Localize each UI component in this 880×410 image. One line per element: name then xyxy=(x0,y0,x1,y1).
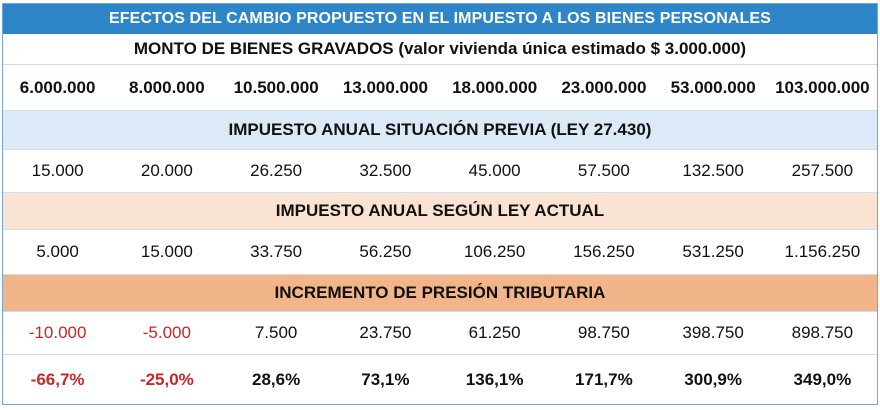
previo-cell: 20.000 xyxy=(140,161,193,180)
monto-cell: 18.000.000 xyxy=(452,77,538,97)
percent-cell: -25,0% xyxy=(139,369,194,389)
incremento-cell: -5.000 xyxy=(142,323,191,342)
actual-cell: 56.250 xyxy=(359,242,412,261)
previo-cell: 132.500 xyxy=(682,161,744,180)
percent-cell: 349,0% xyxy=(793,369,852,389)
percent-cell: 136,1% xyxy=(465,369,524,389)
previo-row: 15.000 20.000 26.250 32.500 45.000 57.50… xyxy=(3,150,877,193)
incremento-cell: 398.750 xyxy=(682,323,744,342)
monto-row: 6.000.000 8.000.000 10.500.000 13.000.00… xyxy=(3,65,877,111)
monto-cell: 53.000.000 xyxy=(670,77,756,97)
table-title: EFECTOS DEL CAMBIO PROPUESTO EN EL IMPUE… xyxy=(3,4,877,34)
monto-cell: 8.000.000 xyxy=(129,77,205,97)
actual-cell: 156.250 xyxy=(573,242,635,261)
percent-cell: -66,7% xyxy=(30,369,85,389)
previo-heading: IMPUESTO ANUAL SITUACIÓN PREVIA (LEY 27.… xyxy=(3,111,877,150)
monto-heading: MONTO DE BIENES GRAVADOS (valor vivienda… xyxy=(3,34,877,65)
actual-heading: IMPUESTO ANUAL SEGÚN LEY ACTUAL xyxy=(3,193,877,230)
previo-cell: 15.000 xyxy=(31,161,84,180)
incremento-cell: 98.750 xyxy=(577,323,630,342)
actual-row: 5.000 15.000 33.750 56.250 106.250 156.2… xyxy=(3,230,877,275)
incremento-cell: 898.750 xyxy=(791,323,854,342)
previo-cell: 26.250 xyxy=(250,161,303,180)
actual-cell: 1.156.250 xyxy=(784,242,861,261)
actual-cell: 15.000 xyxy=(140,242,193,261)
incremento-cell: 23.750 xyxy=(359,323,412,342)
actual-cell: 5.000 xyxy=(36,242,79,261)
incremento-row: -10.000 -5.000 7.500 23.750 61.250 98.75… xyxy=(3,312,877,355)
actual-cell: 531.250 xyxy=(682,242,744,261)
incremento-cell: 61.250 xyxy=(468,323,521,342)
incremento-cell: 7.500 xyxy=(254,323,298,342)
tax-effects-table: EFECTOS DEL CAMBIO PROPUESTO EN EL IMPUE… xyxy=(2,3,878,405)
previo-cell: 32.500 xyxy=(359,161,412,180)
monto-cell: 6.000.000 xyxy=(19,77,96,97)
monto-cell: 10.500.000 xyxy=(233,77,319,97)
incremento-heading: INCREMENTO DE PRESIÓN TRIBUTARIA xyxy=(3,275,877,312)
actual-cell: 106.250 xyxy=(463,242,526,261)
actual-cell: 33.750 xyxy=(250,242,303,261)
previo-cell: 45.000 xyxy=(468,161,521,180)
previo-cell: 57.500 xyxy=(577,161,630,180)
incremento-cell: -10.000 xyxy=(28,323,87,342)
incremento-percent-row: -66,7% -25,0% 28,6% 73,1% 136,1% 171,7% … xyxy=(3,355,877,404)
monto-cell: 23.000.000 xyxy=(561,77,647,97)
previo-cell: 257.500 xyxy=(791,161,854,180)
monto-cell: 13.000.000 xyxy=(342,77,428,97)
percent-cell: 28,6% xyxy=(252,369,301,389)
percent-cell: 73,1% xyxy=(361,369,410,389)
monto-cell: 103.000.000 xyxy=(775,77,870,97)
percent-cell: 171,7% xyxy=(575,369,633,389)
percent-cell: 300,9% xyxy=(684,369,742,389)
